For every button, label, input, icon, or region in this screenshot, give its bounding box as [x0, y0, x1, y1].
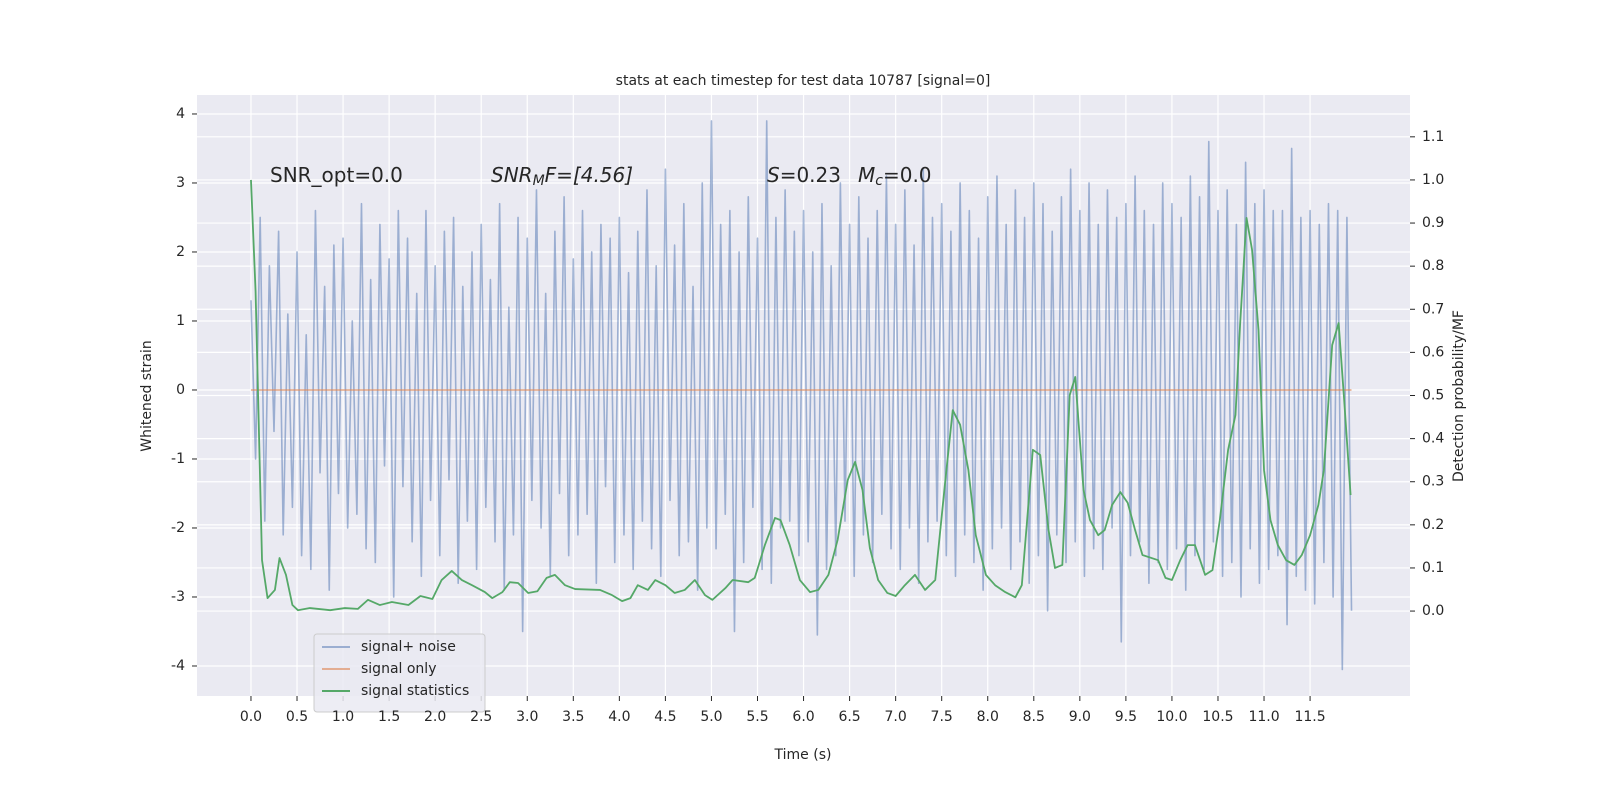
- annotation-text: =0.23: [780, 163, 841, 187]
- y-tick-label: -3: [171, 589, 185, 605]
- y2-tick-label: 0.3: [1422, 474, 1444, 490]
- legend-label: signal+ noise: [361, 639, 456, 655]
- x-tick-label: 2.0: [424, 709, 446, 725]
- x-tick-label: 4.5: [654, 709, 676, 725]
- x-tick-label: 9.0: [1069, 709, 1091, 725]
- x-tick-label: 7.5: [931, 709, 953, 725]
- legend-label: signal statistics: [361, 683, 469, 699]
- x-tick-label: 0.5: [286, 709, 308, 725]
- x-tick-label: 11.5: [1294, 709, 1325, 725]
- y2-tick-label: 0.1: [1422, 560, 1444, 576]
- x-tick-label: 10.0: [1156, 709, 1187, 725]
- annotation-text: SNR_opt=0.0: [270, 163, 403, 187]
- x-tick-label: 7.0: [885, 709, 907, 725]
- y2-tick-label: 0.2: [1422, 517, 1444, 533]
- annotation: S=0.23: [767, 163, 841, 187]
- annotation: SNR_opt=0.0: [270, 163, 403, 187]
- legend-label: signal only: [361, 661, 436, 677]
- x-axis-label: Time (s): [774, 747, 832, 763]
- y2-tick-label: 0.9: [1422, 215, 1444, 231]
- y2-tick-label: 1.0: [1422, 172, 1444, 188]
- y2-tick-label: 1.1: [1422, 129, 1444, 145]
- legend: signal+ noise signal only signal statistic…: [313, 633, 486, 713]
- x-tick-label: 6.0: [792, 709, 814, 725]
- annotation-subscript: c: [875, 173, 883, 189]
- x-tick-label: 9.5: [1115, 709, 1137, 725]
- x-tick-label: 3.5: [562, 709, 584, 725]
- series-line: [250, 179, 1352, 612]
- annotation-text: S: [767, 163, 780, 187]
- annotation-text: SNR: [491, 163, 533, 187]
- x-tick-label: 4.0: [608, 709, 630, 725]
- x-tick-label: 8.5: [1023, 709, 1045, 725]
- marks: [250, 120, 1353, 671]
- y2-tick-label: 0.0: [1422, 603, 1444, 619]
- x-tick-label: 2.5: [470, 709, 492, 725]
- legend-box: [313, 633, 486, 713]
- y-tick-label: 3: [176, 175, 185, 191]
- y-tick-label: 4: [176, 106, 185, 122]
- y2-tick-label: 0.4: [1422, 431, 1444, 447]
- y2-tick-label: 0.5: [1422, 388, 1444, 404]
- x-tick-label: 1.0: [332, 709, 354, 725]
- y2-tick-label: 0.7: [1422, 301, 1444, 317]
- y-tick-label: 1: [176, 313, 185, 329]
- y2-tick-label: 0.6: [1422, 344, 1444, 360]
- annotation: SNRMF=[4.56]: [491, 163, 633, 190]
- x-tick-label: 3.0: [516, 709, 538, 725]
- x-tick-label: 8.0: [977, 709, 999, 725]
- x-tick-label: 5.5: [746, 709, 768, 725]
- x-tick-label: 0.0: [240, 709, 262, 725]
- y-tick-label: -1: [171, 451, 185, 467]
- annotation-text: M: [858, 163, 875, 187]
- annotation-text: F=[4.56]: [545, 163, 633, 187]
- y-tick-label: 0: [176, 382, 185, 398]
- annotation-subscript: M: [533, 173, 545, 189]
- x-tick-label: 5.0: [700, 709, 722, 725]
- y2-tick-label: 0.8: [1422, 258, 1444, 274]
- series-line: [250, 120, 1353, 671]
- annotation: Mc=0.0: [858, 163, 932, 190]
- chart-title: stats at each timestep for test data 107…: [616, 73, 991, 89]
- y-tick-label: -4: [171, 658, 185, 674]
- annotation-text: =0.0: [883, 163, 932, 187]
- y2-axis-label: Detection probability/MF: [1451, 310, 1467, 482]
- x-tick-label: 1.5: [378, 709, 400, 725]
- y-tick-label: -2: [171, 520, 185, 536]
- y-tick-label: 2: [176, 244, 185, 260]
- x-tick-label: 10.5: [1202, 709, 1233, 725]
- x-tick-label: 6.5: [838, 709, 860, 725]
- y-axis-label: Whitened strain: [139, 340, 155, 451]
- x-tick-label: 11.0: [1248, 709, 1279, 725]
